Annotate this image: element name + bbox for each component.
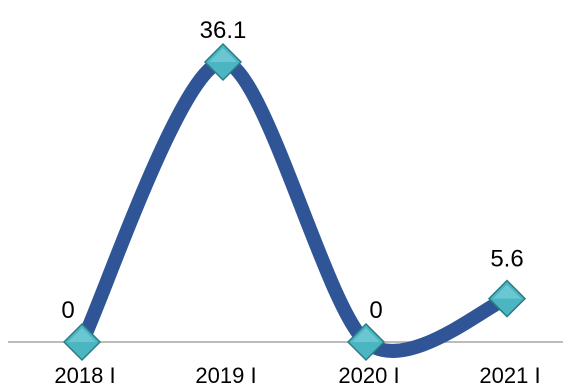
data-label-3: 0 [369, 297, 382, 324]
data-point-highlight-4 [493, 284, 521, 299]
x-tick-label-2: 2019 I [195, 363, 256, 387]
x-tick-label-1: 2018 I [54, 363, 115, 387]
data-label-4: 5.6 [490, 246, 523, 273]
data-label-2: 36.1 [200, 17, 247, 44]
x-tick-layer: 2018 I 2019 I 2020 I 2021 I [54, 363, 540, 387]
series-layer [75, 55, 514, 358]
data-point-highlight-2 [209, 48, 237, 62]
data-point-highlight-1 [68, 328, 96, 342]
x-tick-label-4: 2021 I [479, 363, 540, 387]
series-line [75, 55, 514, 358]
x-tick-label-3: 2020 I [338, 363, 399, 387]
data-label-1: 0 [61, 297, 74, 324]
data-point-highlight-3 [352, 328, 380, 342]
data-label-layer: 0 36.1 0 5.6 [61, 17, 523, 324]
marker-layer [62, 42, 527, 362]
